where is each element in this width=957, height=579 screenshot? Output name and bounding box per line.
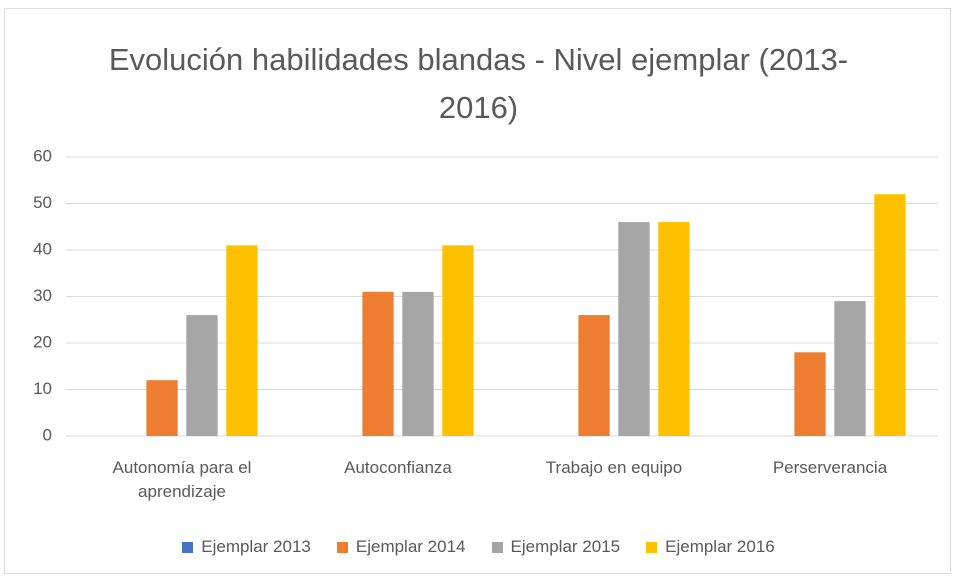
legend-swatch [336,541,348,553]
bar [362,291,394,436]
y-tick-label: 60 [33,146,52,165]
x-tick-label: Autonomía para el aprendizaje [112,458,252,501]
bar [618,222,650,436]
y-tick-label: 0 [43,425,52,444]
x-tick-label: Autoconfianza [344,458,452,477]
chart-title: Evolución habilidades blandas - Nivel ej… [108,42,849,125]
chart-frame [4,8,951,574]
bar [226,245,258,436]
bar [578,315,610,436]
bar [874,194,906,436]
y-tick-label: 10 [33,379,52,398]
bar [146,380,178,436]
bar [658,222,690,436]
legend-swatch [491,541,503,553]
legend-label: Ejemplar 2013 [201,537,311,556]
legend-item: Ejemplar 2013 [182,537,311,557]
x-tick-label: Trabajo en equipo [545,458,683,477]
legend-swatch [182,541,194,553]
legend-label: Ejemplar 2016 [665,537,775,556]
legend-label: Ejemplar 2014 [355,537,466,556]
y-tick-label: 20 [33,332,52,351]
legend-item: Ejemplar 2015 [491,537,621,557]
bar [442,245,474,436]
legend-item: Ejemplar 2016 [646,537,775,557]
y-tick-label: 30 [33,286,52,305]
legend-label: Ejemplar 2015 [510,537,621,556]
legend-swatch [646,541,658,553]
legend: Ejemplar 2013 Ejemplar 2014 Ejemplar 2015 E… [0,537,957,557]
y-tick-label: 40 [33,239,52,258]
bar [186,315,218,436]
bar [402,291,434,436]
bar [794,352,826,436]
bar [834,301,866,436]
x-tick-label: Perserverancia [772,458,888,477]
legend-item: Ejemplar 2014 [336,537,466,557]
y-tick-label: 50 [33,193,52,212]
